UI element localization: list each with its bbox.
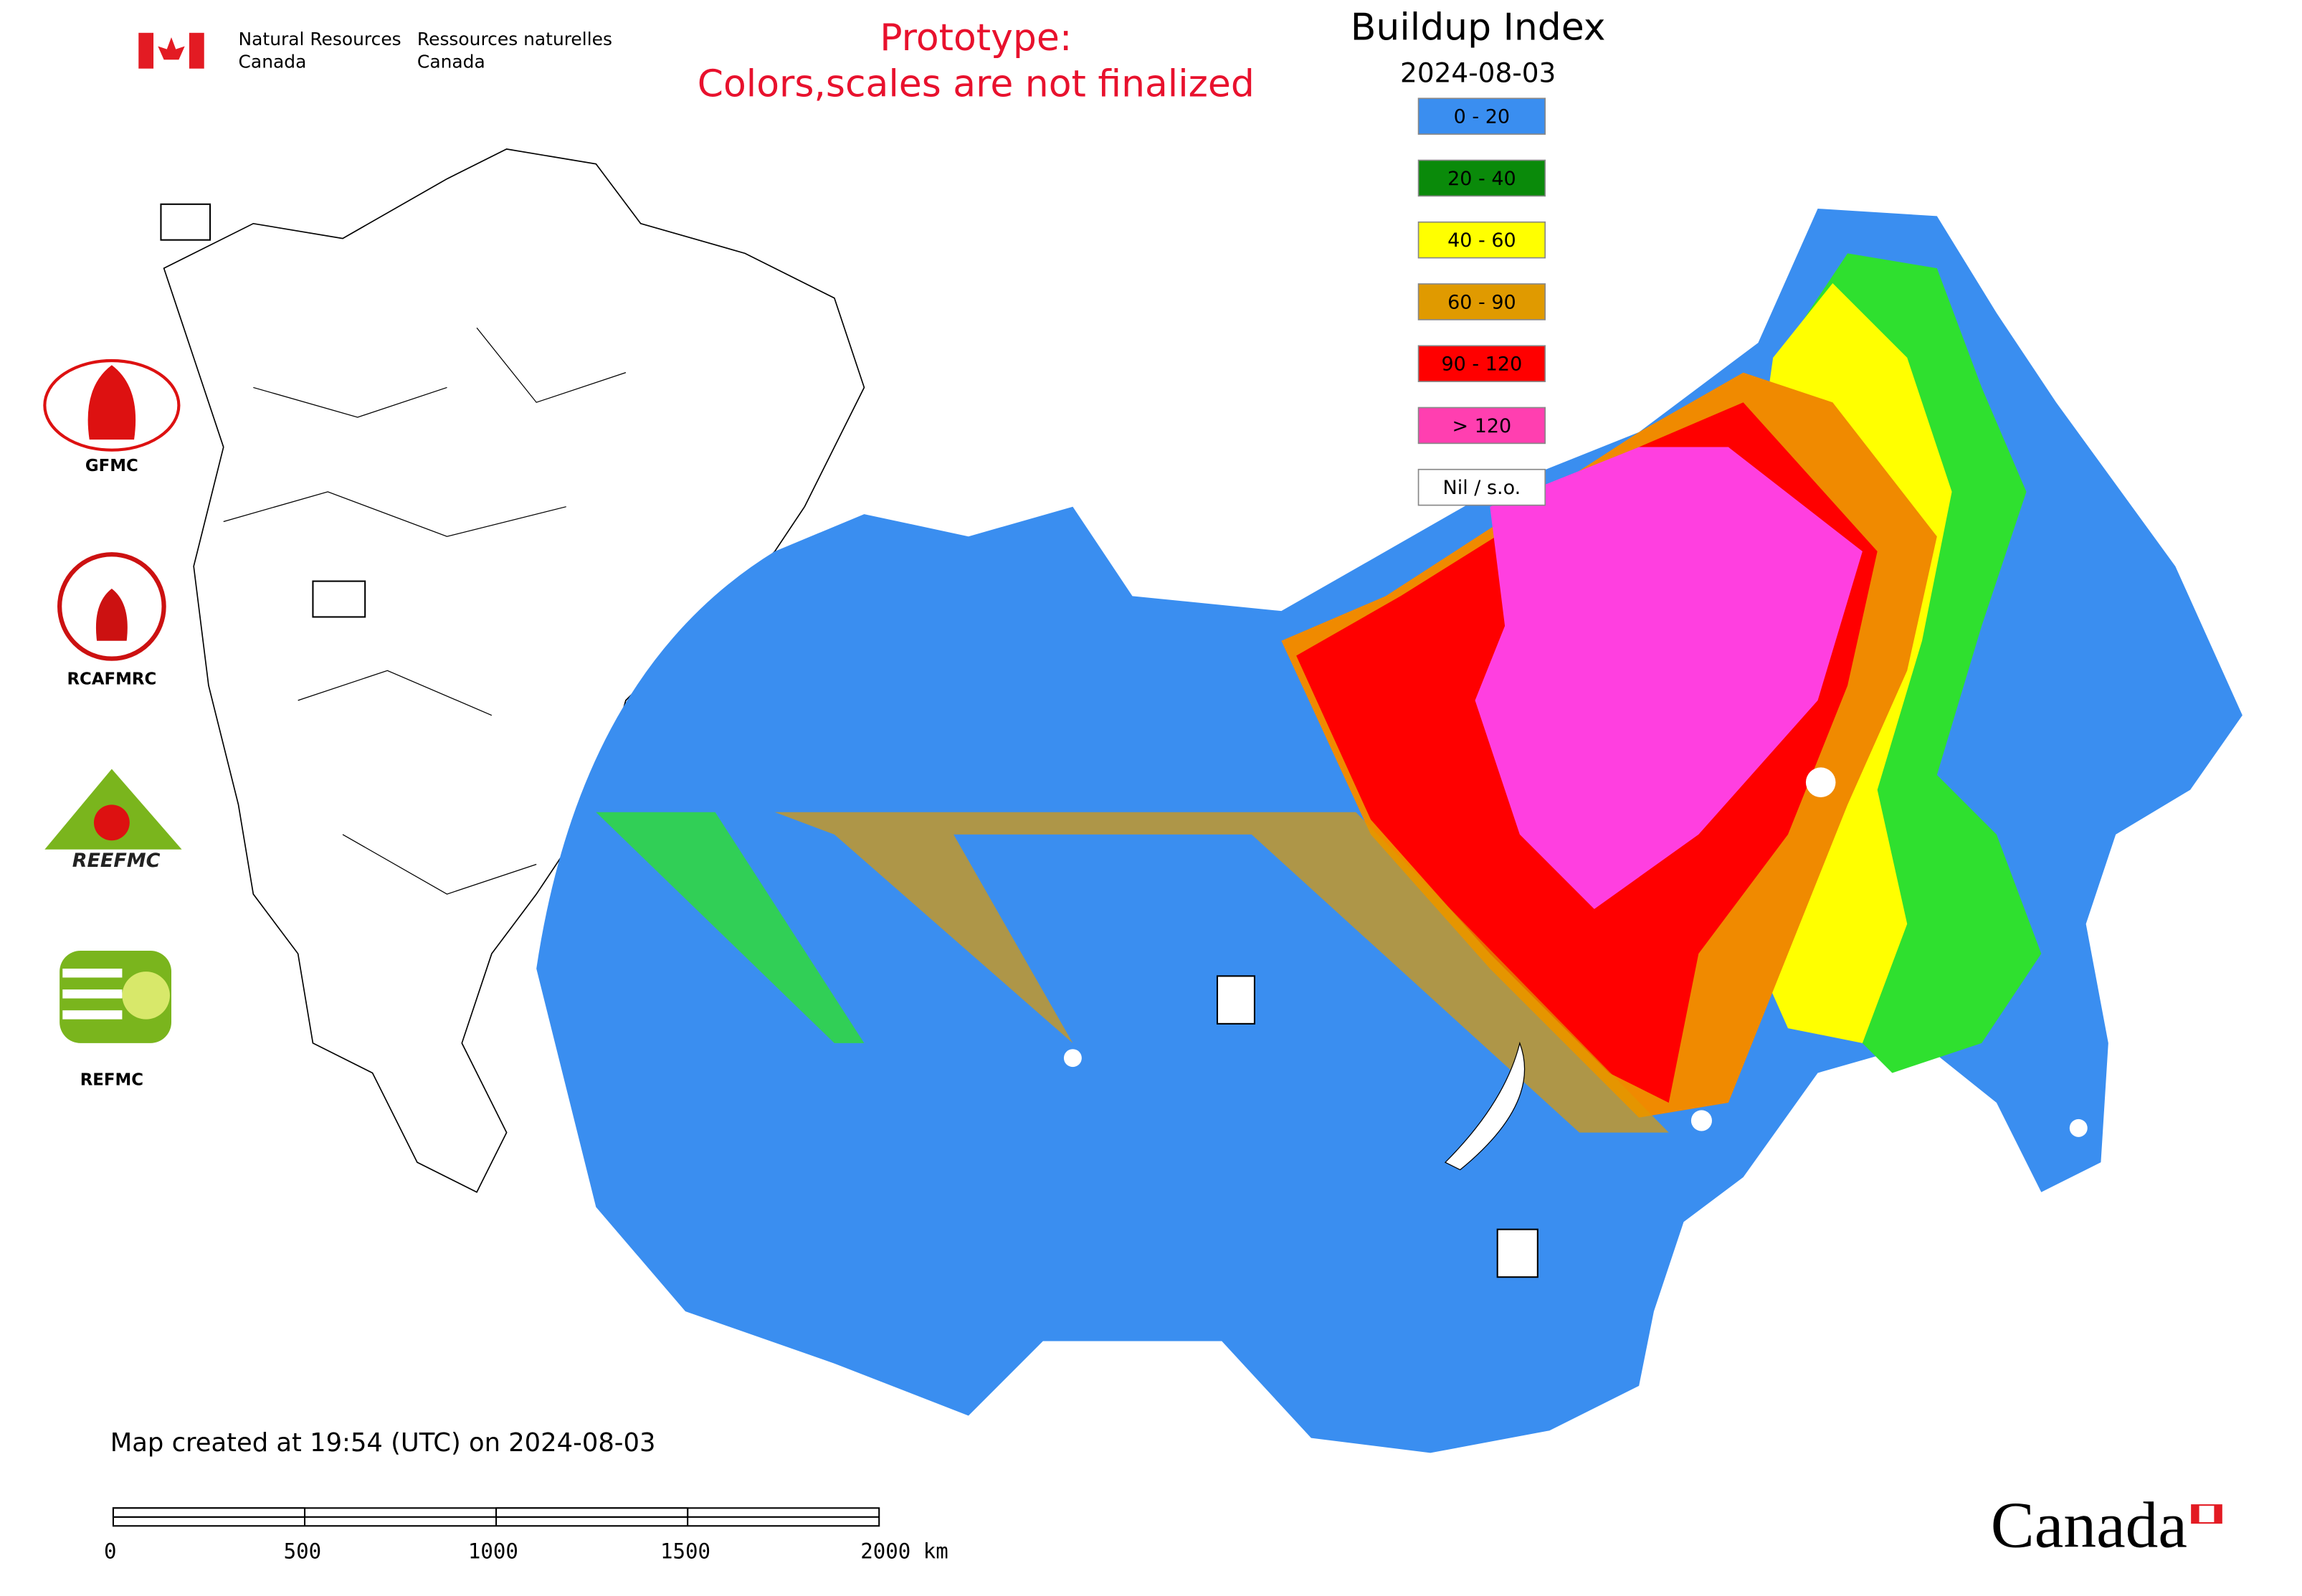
canada-flag — [138, 32, 204, 69]
legend-title: Buildup Index — [1351, 6, 1606, 49]
agency-fr: Ressources naturelles — [417, 29, 612, 49]
legend-swatch — [1417, 159, 1546, 197]
center-marker — [312, 580, 366, 618]
center-marker — [1496, 1228, 1538, 1278]
legend-label: 0 - 20 — [1454, 106, 1510, 128]
wordmark-flag — [2214, 1505, 2222, 1524]
nil-spot — [1690, 1110, 1712, 1131]
wordmark-flag — [2192, 1505, 2199, 1524]
index-area-magenta — [1475, 447, 1863, 909]
logo-refmc — [60, 951, 172, 1043]
legend-label: 60 - 90 — [1447, 291, 1516, 313]
logo-label: REEFMC — [72, 850, 161, 872]
legend-swatch — [1417, 283, 1546, 320]
legend-label: 20 - 40 — [1447, 168, 1516, 190]
logo-reefmc — [44, 769, 182, 850]
logo-rcafmrc — [57, 552, 166, 661]
artifact-streaks-green — [596, 812, 865, 1043]
logo-label: REFMC — [80, 1070, 143, 1089]
legend-swatch — [1417, 345, 1546, 382]
scale-label: 0 — [104, 1539, 117, 1564]
center-marker — [1216, 975, 1255, 1025]
legend-label: 90 - 120 — [1441, 353, 1522, 376]
nil-spot — [1805, 767, 1836, 797]
scale-label: 1000 — [468, 1539, 518, 1564]
legend-swatch — [1417, 221, 1546, 259]
scale-label: 500 — [284, 1539, 322, 1564]
legend-swatch — [1417, 407, 1546, 445]
scale-label: 2000 km — [860, 1539, 948, 1564]
legend-date: 2024-08-03 — [1400, 57, 1556, 88]
legend-label: Nil / s.o. — [1443, 477, 1521, 499]
agency-en: Canada — [239, 51, 307, 72]
notice: Colors,scales are not finalized — [698, 63, 1255, 106]
canada-wordmark: Canada — [1991, 1489, 2187, 1562]
map-created: Map created at 19:54 (UTC) on 2024-08-03 — [110, 1428, 656, 1458]
legend-label: > 120 — [1452, 415, 1512, 437]
logo-label: RCAFMRC — [67, 670, 156, 688]
legend: 0 - 20 20 - 40 40 - 60 60 - 90 90 - 120 > 120… — [1417, 98, 1546, 506]
notice: Prototype: — [880, 16, 1072, 60]
border-lines — [223, 327, 1640, 1222]
scale-label: 1500 — [660, 1539, 710, 1564]
scale-labels: 0 500 1000 1500 2000 km — [104, 1539, 948, 1564]
nil-spot — [2069, 1118, 2088, 1137]
logo-gfmc — [43, 358, 181, 452]
legend-label: 40 - 60 — [1447, 229, 1516, 252]
scale-bar — [112, 1507, 880, 1527]
legend-swatch — [1417, 468, 1546, 506]
nil-spot — [1063, 1049, 1082, 1068]
lake-baikal — [1444, 1041, 1526, 1171]
artifact-streaks — [774, 812, 1669, 1133]
agency-fr: Canada — [417, 51, 485, 72]
legend-swatch — [1417, 98, 1546, 135]
center-marker — [160, 203, 211, 241]
logo-label: GFMC — [85, 457, 138, 475]
agency-en: Natural Resources — [239, 29, 401, 49]
